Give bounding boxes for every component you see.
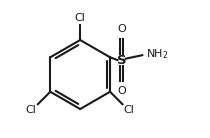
- Text: O: O: [117, 25, 126, 34]
- Text: Cl: Cl: [26, 105, 37, 115]
- Text: O: O: [117, 86, 126, 95]
- Text: Cl: Cl: [124, 105, 135, 115]
- Text: Cl: Cl: [75, 14, 86, 23]
- Text: S: S: [117, 54, 126, 67]
- Text: NH$_2$: NH$_2$: [146, 48, 169, 61]
